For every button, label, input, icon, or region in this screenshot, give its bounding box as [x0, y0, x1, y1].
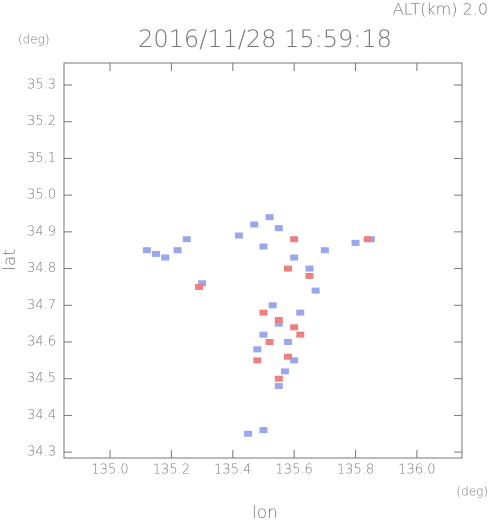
echo-cell — [290, 324, 299, 331]
y-tick-label: 35.3 — [27, 78, 56, 93]
x-axis-label: lon — [252, 503, 278, 521]
echo-cell — [250, 221, 259, 228]
y-unit: (deg) — [18, 33, 50, 47]
echo-cell — [296, 331, 305, 338]
echo-cell — [363, 236, 372, 243]
x-tick-label: 135.6 — [276, 463, 313, 478]
echo-cell — [290, 254, 299, 261]
y-tick-label: 34.3 — [27, 445, 56, 460]
x-tick-label: 135.2 — [153, 463, 190, 478]
y-tick-label: 35.1 — [27, 151, 56, 166]
echo-cell — [290, 236, 299, 243]
y-tick-label: 34.7 — [27, 298, 56, 313]
y-tick-label: 34.6 — [27, 334, 56, 349]
echo-cell — [195, 283, 204, 290]
echo-cell — [173, 247, 182, 254]
y-tick-label: 34.8 — [27, 261, 56, 276]
plot-frame — [63, 62, 463, 459]
echo-cell — [234, 232, 243, 239]
echo-cell — [244, 430, 253, 437]
echo-cell — [284, 353, 293, 360]
echo-cell — [320, 247, 329, 254]
x-tick-label: 136.0 — [398, 463, 435, 478]
echo-cell — [280, 368, 289, 375]
echo-cell — [259, 427, 268, 434]
x-tick-label: 135.0 — [91, 463, 128, 478]
y-tick-label: 35.2 — [27, 114, 56, 129]
echo-cell — [284, 338, 293, 345]
echo-cell — [253, 357, 262, 364]
y-tick-label: 34.5 — [27, 371, 56, 386]
y-tick-label: 35.0 — [27, 188, 56, 203]
echo-cell — [290, 357, 299, 364]
x-unit: (deg) — [456, 485, 488, 499]
echo-cell — [265, 214, 274, 221]
echo-cell — [182, 236, 191, 243]
echo-cell — [274, 316, 283, 323]
echo-cell — [274, 375, 283, 382]
echo-cell — [259, 331, 268, 338]
echo-cell — [198, 280, 207, 287]
echo-cell — [259, 243, 268, 250]
x-tick-label: 135.8 — [337, 463, 374, 478]
altitude-label: ALT(km) 2.0 — [393, 0, 488, 19]
echo-cell — [142, 247, 151, 254]
echo-cell — [274, 383, 283, 390]
chart-title: 2016/11/28 15:59:18 — [138, 25, 392, 53]
echo-cell — [152, 250, 161, 257]
echo-cell — [268, 302, 277, 309]
echo-cell — [311, 287, 320, 294]
y-tick-label: 34.4 — [27, 408, 56, 423]
echo-cell — [259, 309, 268, 316]
echo-cell — [305, 265, 314, 272]
echo-cell — [274, 320, 283, 327]
echo-cell — [265, 338, 274, 345]
x-tick-label: 135.4 — [214, 463, 251, 478]
y-axis-label: lat — [0, 249, 20, 271]
echo-cell — [305, 272, 314, 279]
echo-cell — [351, 239, 360, 246]
echo-cell — [253, 346, 262, 353]
echo-cell — [284, 265, 293, 272]
y-tick-label: 34.9 — [27, 224, 56, 239]
echo-cell — [296, 309, 305, 316]
echo-cell — [161, 254, 170, 261]
echo-cell — [274, 225, 283, 232]
